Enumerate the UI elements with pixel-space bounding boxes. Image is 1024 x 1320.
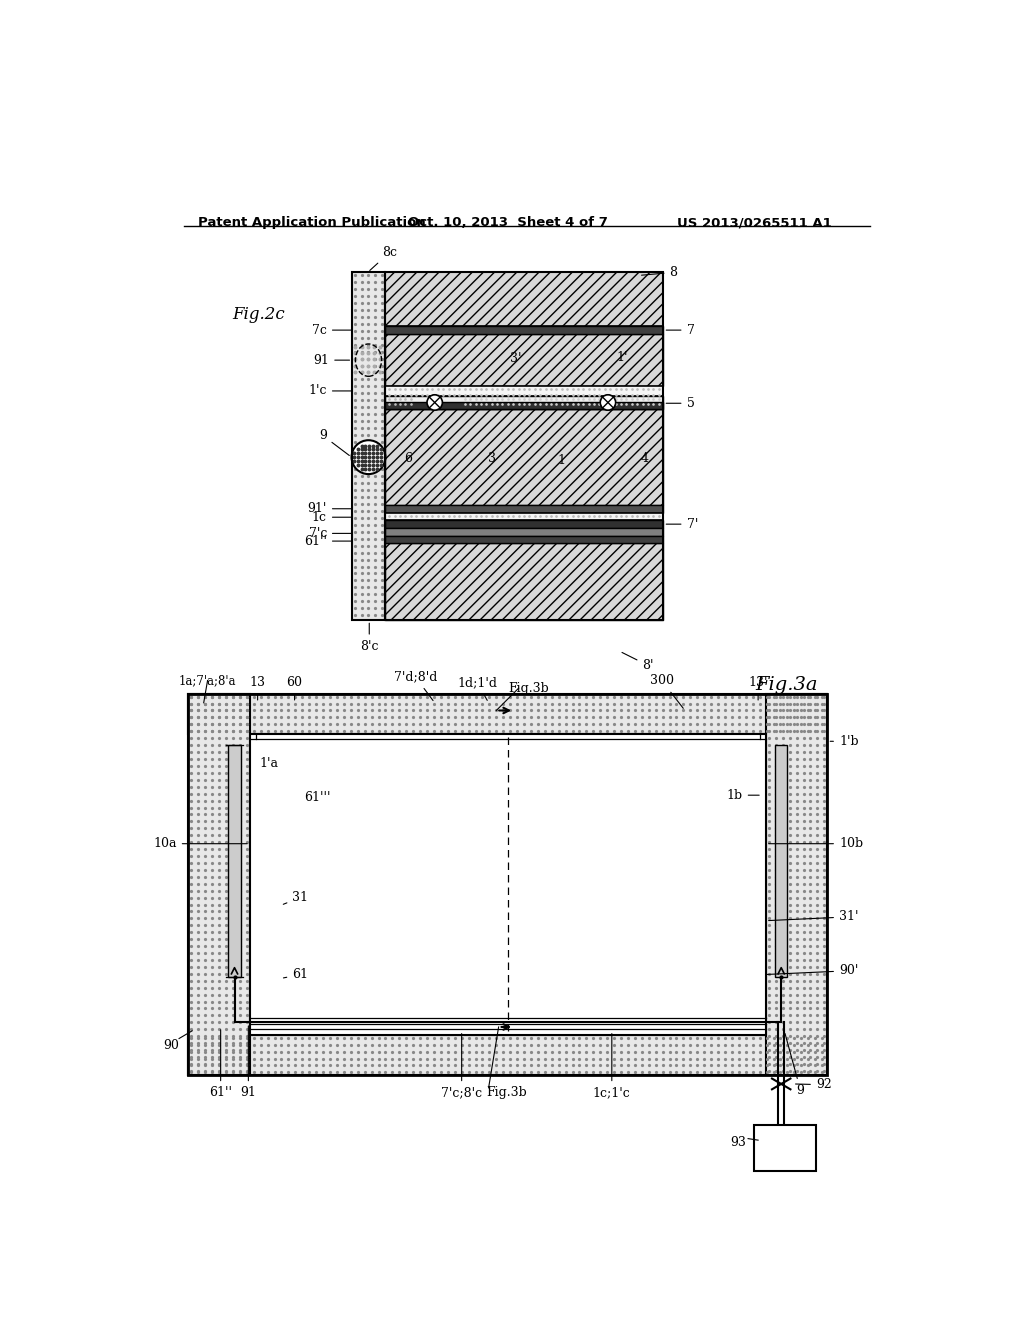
- Text: 1c;1'c: 1c;1'c: [593, 1034, 631, 1100]
- Text: 7c: 7c: [312, 323, 351, 337]
- Bar: [385, 506, 664, 512]
- Text: 91': 91': [307, 502, 351, 515]
- Text: 5: 5: [667, 397, 694, 409]
- Text: 13: 13: [250, 676, 265, 700]
- Text: 92: 92: [796, 1078, 831, 1092]
- Bar: [188, 693, 250, 1074]
- Bar: [385, 272, 664, 326]
- Text: 3': 3': [510, 352, 521, 366]
- Text: 1b: 1b: [727, 788, 759, 801]
- Bar: [775, 744, 787, 977]
- Text: 8': 8': [622, 652, 653, 672]
- Bar: [188, 693, 827, 1074]
- Bar: [385, 544, 664, 620]
- Text: 7: 7: [667, 323, 694, 337]
- Text: 90': 90': [766, 964, 858, 977]
- Text: 7'c;8'c: 7'c;8'c: [441, 1034, 482, 1100]
- Text: 1d;1'd: 1d;1'd: [457, 676, 497, 701]
- Text: Oct. 10, 2013  Sheet 4 of 7: Oct. 10, 2013 Sheet 4 of 7: [408, 216, 607, 230]
- Text: US 2013/0265511 A1: US 2013/0265511 A1: [677, 216, 833, 230]
- Bar: [385, 334, 664, 387]
- Text: 6: 6: [403, 453, 412, 465]
- Text: 3: 3: [488, 453, 497, 465]
- Text: 61'': 61'': [304, 535, 351, 548]
- Text: 91: 91: [241, 1026, 256, 1100]
- Text: 1: 1: [558, 454, 565, 467]
- Text: 93: 93: [731, 1137, 746, 1150]
- Bar: [755, 1125, 816, 1171]
- Text: 60: 60: [287, 676, 302, 700]
- Text: 1'b: 1'b: [830, 735, 858, 748]
- Bar: [766, 693, 827, 1074]
- Bar: [228, 744, 241, 977]
- Bar: [385, 409, 664, 506]
- Text: 9: 9: [319, 429, 349, 455]
- Text: 300: 300: [650, 675, 683, 709]
- Bar: [385, 401, 664, 409]
- Text: 7'd;8'd: 7'd;8'd: [394, 671, 437, 701]
- Bar: [188, 1035, 827, 1074]
- Circle shape: [600, 395, 615, 411]
- Bar: [385, 528, 664, 536]
- Text: 7'c: 7'c: [308, 527, 351, 540]
- Text: 1'c: 1'c: [308, 384, 351, 397]
- Text: 91: 91: [313, 354, 349, 367]
- Text: Fig.3b: Fig.3b: [508, 682, 549, 696]
- Text: 1': 1': [616, 351, 628, 363]
- Text: 10a: 10a: [154, 837, 247, 850]
- Text: 1a;7'a;8'a: 1a;7'a;8'a: [179, 675, 237, 688]
- Bar: [385, 396, 664, 409]
- Text: 1c: 1c: [312, 511, 351, 524]
- Text: 1'a: 1'a: [259, 756, 279, 770]
- Bar: [385, 520, 664, 528]
- Bar: [351, 272, 385, 620]
- Text: 8'c: 8'c: [360, 623, 379, 652]
- Text: 31': 31': [769, 911, 858, 924]
- Text: Fig.2c: Fig.2c: [232, 306, 285, 323]
- Bar: [385, 536, 664, 544]
- Circle shape: [427, 395, 442, 411]
- Text: 9: 9: [785, 1034, 805, 1097]
- Circle shape: [351, 441, 385, 474]
- Text: 31: 31: [284, 891, 308, 904]
- Bar: [385, 326, 664, 334]
- Text: 7': 7': [667, 517, 698, 531]
- Bar: [188, 693, 827, 734]
- Text: 8: 8: [641, 265, 678, 279]
- Bar: [385, 512, 664, 520]
- Text: 90: 90: [163, 1039, 179, 1052]
- Text: 13': 13': [749, 676, 768, 700]
- Text: 61'': 61'': [209, 1030, 232, 1100]
- Text: Fig.3a: Fig.3a: [755, 676, 817, 694]
- Text: 8c: 8c: [370, 246, 397, 271]
- Text: Fig.3b: Fig.3b: [486, 1086, 527, 1100]
- Bar: [385, 387, 664, 396]
- Bar: [250, 734, 766, 1035]
- Bar: [351, 272, 385, 620]
- Text: 61''': 61''': [304, 792, 331, 804]
- Text: 10b: 10b: [769, 837, 863, 850]
- Bar: [385, 272, 664, 620]
- Text: 61: 61: [284, 968, 308, 981]
- Text: Patent Application Publication: Patent Application Publication: [199, 216, 426, 230]
- Text: 4: 4: [641, 453, 649, 465]
